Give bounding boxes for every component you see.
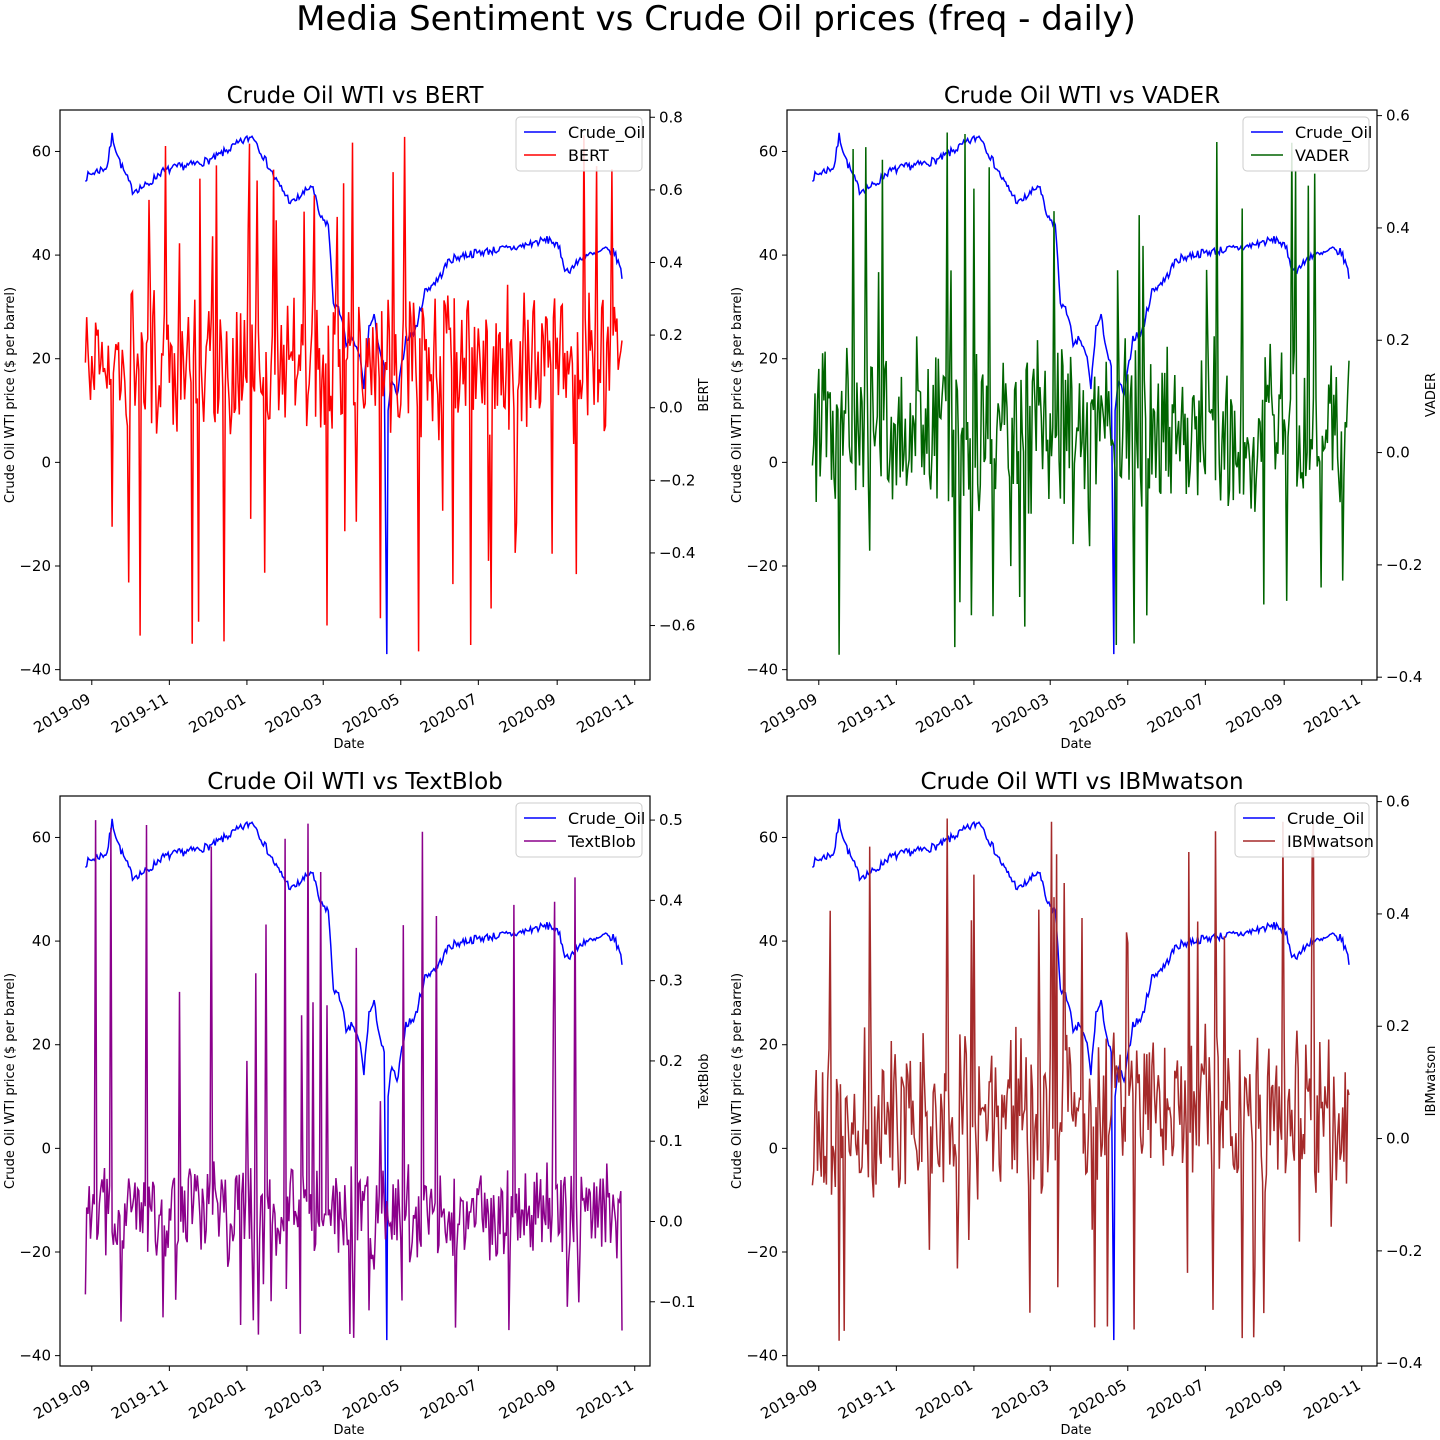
legend-box bbox=[1242, 116, 1370, 172]
figure-title: Media Sentiment vs Crude Oil prices (fre… bbox=[296, 0, 1136, 39]
crude-oil-line bbox=[84, 818, 623, 1341]
y2-tick-label: 0.4 bbox=[659, 253, 683, 271]
y2-tick-label: 0.4 bbox=[659, 891, 683, 909]
y2-tick-label: 0.6 bbox=[1386, 107, 1410, 125]
y-axis-label: Crude Oil WTI price ($ per barrel) bbox=[3, 287, 18, 503]
y-tick-label: 60 bbox=[759, 828, 778, 846]
y-tick-label: 0 bbox=[768, 453, 778, 471]
y2-tick-label: 0.3 bbox=[659, 972, 683, 990]
legend: Crude_Oil BERT bbox=[515, 116, 645, 172]
vader-line bbox=[811, 132, 1350, 655]
textblob-line bbox=[84, 820, 623, 1338]
y2-tick-label: 0.5 bbox=[659, 811, 683, 829]
ibmwatson-line bbox=[811, 818, 1350, 1341]
y-axis-label: Crude Oil WTI price ($ per barrel) bbox=[3, 973, 18, 1189]
y-tick-label: 60 bbox=[32, 828, 51, 846]
y2-tick-label: −0.1 bbox=[659, 1293, 695, 1311]
y-tick-label: 0 bbox=[41, 453, 51, 471]
y-tick-label: 20 bbox=[759, 1036, 778, 1054]
y-tick-label: 40 bbox=[759, 932, 778, 950]
legend-label: TextBlob bbox=[567, 832, 636, 851]
y2-tick-label: 0.2 bbox=[659, 326, 683, 344]
y-axis-label: Crude Oil WTI price ($ per barrel) bbox=[730, 287, 745, 503]
x-axis-label: Date bbox=[333, 1423, 364, 1438]
y-tick-label: 0 bbox=[768, 1139, 778, 1157]
crude-oil-line bbox=[811, 132, 1350, 655]
bert-line bbox=[84, 135, 623, 652]
y-tick-label: −20 bbox=[746, 1243, 778, 1261]
y-axis-label: Crude Oil WTI price ($ per barrel) bbox=[730, 973, 745, 1189]
y-tick-label: −20 bbox=[746, 557, 778, 575]
y2-tick-label: 0.1 bbox=[659, 1132, 683, 1150]
y2-tick-label: −0.4 bbox=[1386, 668, 1422, 686]
y2-tick-label: 0.4 bbox=[1386, 219, 1410, 237]
y2-tick-label: 0.0 bbox=[1386, 444, 1410, 462]
legend-label: Crude_Oil bbox=[568, 123, 645, 143]
y2-tick-label: 0.0 bbox=[1386, 1130, 1410, 1148]
y2-tick-label: 0.0 bbox=[659, 399, 683, 417]
y-tick-label: 60 bbox=[759, 142, 778, 160]
y2-tick-label: −0.2 bbox=[1386, 1242, 1422, 1260]
panel-title: Crude Oil WTI vs VADER bbox=[944, 83, 1220, 109]
y2-tick-label: 0.6 bbox=[659, 181, 683, 199]
y-tick-label: −40 bbox=[746, 661, 778, 679]
series-lines bbox=[811, 818, 1350, 1341]
y-tick-label: −20 bbox=[19, 1243, 51, 1261]
legend-box bbox=[515, 116, 643, 172]
legend-label: IBMwatson bbox=[1287, 832, 1374, 851]
y-tick-label: 40 bbox=[32, 932, 51, 950]
y-tick-label: 40 bbox=[32, 246, 51, 264]
y2-tick-label: −0.2 bbox=[1386, 556, 1422, 574]
legend-label: Crude_Oil bbox=[568, 809, 645, 829]
panel-title: Crude Oil WTI vs TextBlob bbox=[207, 769, 503, 795]
x-axis-label: Date bbox=[1060, 737, 1091, 752]
y2-tick-label: 0.2 bbox=[1386, 1017, 1410, 1035]
legend-label: Crude_Oil bbox=[1287, 809, 1364, 829]
panel-title: Crude Oil WTI vs BERT bbox=[227, 83, 485, 109]
y2-axis-label: TextBlob bbox=[697, 1053, 712, 1109]
series-lines bbox=[84, 818, 623, 1341]
legend-box bbox=[1234, 802, 1370, 858]
y-tick-label: 20 bbox=[32, 350, 51, 368]
plot-frame bbox=[59, 109, 651, 681]
y2-tick-label: −0.2 bbox=[659, 471, 695, 489]
x-axis-label: Date bbox=[1060, 1423, 1091, 1438]
y2-tick-label: 0.6 bbox=[1386, 793, 1410, 811]
x-axis-label: Date bbox=[333, 737, 364, 752]
series-lines bbox=[811, 132, 1350, 655]
legend-label: VADER bbox=[1295, 146, 1349, 165]
y-tick-label: 20 bbox=[759, 350, 778, 368]
legend: Crude_Oil IBMwatson bbox=[1234, 802, 1374, 858]
panel-title: Crude Oil WTI vs IBMwatson bbox=[920, 769, 1243, 795]
y-tick-label: 0 bbox=[41, 1139, 51, 1157]
y2-tick-label: 0.2 bbox=[1386, 331, 1410, 349]
y-tick-label: −40 bbox=[746, 1347, 778, 1365]
y-tick-label: −40 bbox=[19, 661, 51, 679]
plot-frame bbox=[786, 795, 1378, 1367]
legend-label: BERT bbox=[568, 146, 609, 165]
plot-frame bbox=[786, 109, 1378, 681]
y2-tick-label: −0.4 bbox=[659, 544, 695, 562]
y2-axis-label: VADER bbox=[1424, 373, 1439, 417]
y-tick-label: −40 bbox=[19, 1347, 51, 1365]
y2-tick-label: 0.4 bbox=[1386, 905, 1410, 923]
y-tick-label: 20 bbox=[32, 1036, 51, 1054]
y2-tick-label: 0.0 bbox=[659, 1212, 683, 1230]
y2-axis-label: BERT bbox=[697, 378, 712, 411]
legend-label: Crude_Oil bbox=[1295, 123, 1372, 143]
plot-frame bbox=[59, 795, 651, 1367]
legend: Crude_Oil VADER bbox=[1242, 116, 1372, 172]
y2-tick-label: 0.8 bbox=[659, 108, 683, 126]
y2-axis-label: IBMwatson bbox=[1424, 1046, 1439, 1117]
y-tick-label: 40 bbox=[759, 246, 778, 264]
y-tick-label: 60 bbox=[32, 142, 51, 160]
y-tick-label: −20 bbox=[19, 557, 51, 575]
y2-tick-label: −0.6 bbox=[659, 617, 695, 635]
legend: Crude_Oil TextBlob bbox=[515, 802, 645, 858]
y2-tick-label: 0.2 bbox=[659, 1052, 683, 1070]
legend-box bbox=[515, 802, 643, 858]
y2-tick-label: −0.4 bbox=[1386, 1354, 1422, 1372]
series-lines bbox=[84, 132, 623, 655]
